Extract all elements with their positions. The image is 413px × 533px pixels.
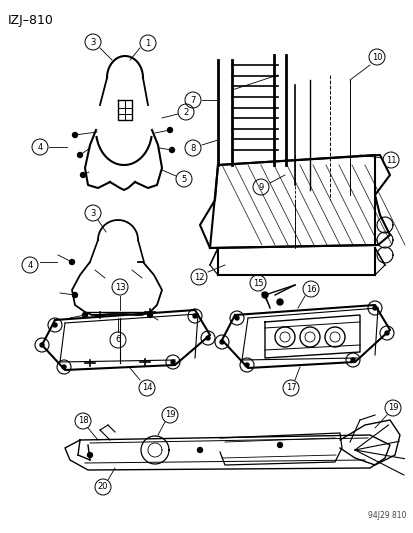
Circle shape <box>276 299 282 305</box>
Text: 19: 19 <box>164 410 175 419</box>
Circle shape <box>53 323 57 327</box>
Text: 14: 14 <box>141 384 152 392</box>
Circle shape <box>219 340 223 344</box>
Text: 2: 2 <box>183 108 188 117</box>
Text: 12: 12 <box>193 272 204 281</box>
Text: 8: 8 <box>190 143 195 152</box>
Text: 17: 17 <box>285 384 296 392</box>
Text: 3: 3 <box>90 208 95 217</box>
Text: 5: 5 <box>181 174 186 183</box>
Text: 18: 18 <box>78 416 88 425</box>
Text: 94J29 810: 94J29 810 <box>367 511 405 520</box>
Circle shape <box>384 331 388 335</box>
Circle shape <box>244 363 248 367</box>
Text: 11: 11 <box>385 156 395 165</box>
Text: 6: 6 <box>115 335 121 344</box>
Circle shape <box>235 316 238 320</box>
Circle shape <box>62 365 66 369</box>
Text: 15: 15 <box>252 279 263 287</box>
Circle shape <box>82 312 87 318</box>
Circle shape <box>69 260 74 264</box>
Text: 4: 4 <box>27 261 33 270</box>
Text: IZJ–810: IZJ–810 <box>8 14 54 27</box>
Circle shape <box>80 173 85 177</box>
Circle shape <box>77 152 82 157</box>
Circle shape <box>72 133 77 138</box>
Circle shape <box>192 314 197 318</box>
Text: 3: 3 <box>90 37 95 46</box>
Circle shape <box>206 336 209 340</box>
Text: 10: 10 <box>371 52 381 61</box>
Circle shape <box>261 292 267 298</box>
Circle shape <box>40 343 44 347</box>
Circle shape <box>350 358 354 362</box>
Text: 19: 19 <box>387 403 397 413</box>
Circle shape <box>169 148 174 152</box>
Text: 1: 1 <box>145 38 150 47</box>
Circle shape <box>72 293 77 297</box>
Text: 20: 20 <box>97 482 108 491</box>
Circle shape <box>277 442 282 448</box>
Circle shape <box>197 448 202 453</box>
Circle shape <box>167 127 172 133</box>
Text: 4: 4 <box>37 142 43 151</box>
Circle shape <box>147 312 152 318</box>
Circle shape <box>372 306 376 310</box>
Text: 13: 13 <box>114 282 125 292</box>
Circle shape <box>171 360 175 364</box>
Text: 9: 9 <box>258 182 263 191</box>
Text: 16: 16 <box>305 285 316 294</box>
Circle shape <box>87 453 92 457</box>
Text: 7: 7 <box>190 95 195 104</box>
